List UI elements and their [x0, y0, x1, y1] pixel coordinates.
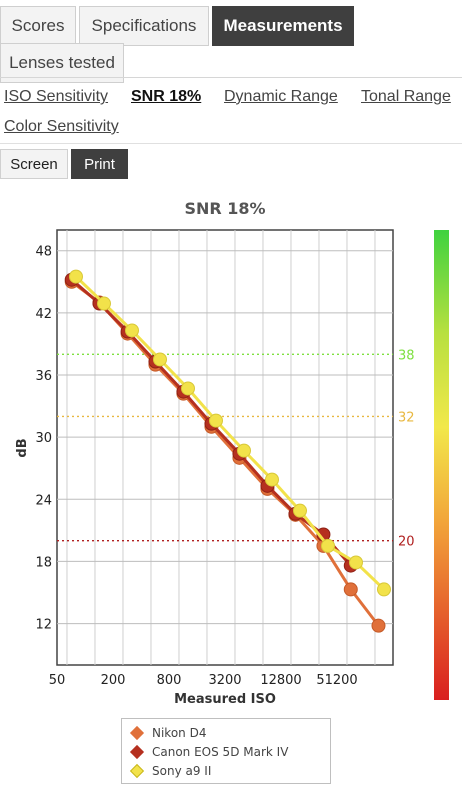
threshold-label: 32	[398, 410, 415, 425]
y-tick-label: 48	[35, 245, 52, 260]
y-tick-label: 42	[35, 307, 52, 322]
data-point-sony[interactable]	[180, 381, 195, 396]
x-axis-title: Measured ISO	[174, 692, 276, 707]
legend-label: Sony a9 II	[152, 763, 212, 778]
measurement-subnav: ISO Sensitivity SNR 18% Dynamic Range To…	[0, 86, 462, 142]
y-tick-label: 36	[35, 369, 52, 384]
legend-label: Nikon D4	[152, 725, 207, 740]
data-point-nikon[interactable]	[371, 618, 386, 633]
canon-marker-icon	[129, 744, 145, 759]
x-tick-label: 3200	[208, 673, 241, 688]
series-sony	[68, 269, 391, 597]
screen-button[interactable]: Screen	[0, 149, 68, 179]
data-point-sony[interactable]	[68, 269, 83, 284]
legend-label: Canon EOS 5D Mark IV	[152, 744, 289, 759]
subnav-color-sensitivity[interactable]: Color Sensitivity	[4, 118, 119, 135]
y-tick-label: 12	[35, 618, 52, 633]
quality-color-scale	[434, 230, 449, 700]
x-tick-label: 51200	[316, 673, 357, 688]
data-point-sony[interactable]	[320, 538, 335, 553]
nikon-marker-icon	[129, 725, 145, 740]
tab-scores[interactable]: Scores	[0, 6, 76, 46]
legend-item[interactable]: Canon EOS 5D Mark IV	[128, 742, 324, 761]
subnav-dynamic-range[interactable]: Dynamic Range	[224, 88, 338, 105]
data-point-sony[interactable]	[208, 413, 223, 428]
x-tick-label: 12800	[260, 673, 301, 688]
plot-area	[56, 229, 394, 666]
tabs-divider	[0, 77, 462, 78]
main-tabs: Scores Specifications Measurements Lense…	[0, 0, 462, 86]
x-tick-label: 50	[49, 673, 66, 688]
legend-item[interactable]: Sony a9 II	[128, 761, 324, 780]
legend-item[interactable]: Nikon D4	[128, 723, 324, 742]
y-ticks: 12 18 24 30 36 42 48	[35, 245, 52, 633]
data-point-sony[interactable]	[264, 472, 279, 487]
subnav-iso-sensitivity[interactable]: ISO Sensitivity	[4, 88, 109, 105]
x-tick-label: 800	[157, 673, 182, 688]
tab-measurements[interactable]: Measurements	[212, 6, 354, 46]
x-tick-label: 200	[101, 673, 126, 688]
threshold-label: 38	[398, 348, 415, 363]
chart-legend: Nikon D4 Canon EOS 5D Mark IV Sony a9 II	[121, 718, 331, 784]
data-point-sony[interactable]	[292, 503, 307, 518]
subnav-tonal-range[interactable]: Tonal Range	[361, 88, 451, 105]
sony-marker-icon	[129, 763, 145, 778]
subnav-snr-18[interactable]: SNR 18%	[131, 88, 202, 105]
x-ticks: 50 200 800 3200 12800 51200	[49, 673, 358, 688]
threshold-label: 20	[398, 535, 415, 550]
subnav-divider	[0, 143, 462, 144]
y-axis-title: dB	[15, 438, 30, 457]
data-point-sony[interactable]	[124, 323, 139, 338]
snr-chart: SNR 18% 38 32 20 12 18 24 30 36 42 48 50 200 800 32…	[15, 199, 449, 707]
chart-title: SNR 18%	[184, 199, 265, 218]
data-point-sony[interactable]	[152, 352, 167, 367]
series-layer	[64, 269, 391, 633]
data-point-sony[interactable]	[376, 582, 391, 597]
y-tick-label: 24	[35, 493, 52, 508]
data-point-sony[interactable]	[348, 555, 363, 570]
tab-lenses-tested[interactable]: Lenses tested	[0, 43, 124, 83]
data-point-sony[interactable]	[236, 443, 251, 458]
tab-specifications[interactable]: Specifications	[79, 6, 209, 46]
data-point-sony[interactable]	[96, 296, 111, 311]
y-tick-label: 30	[35, 431, 52, 446]
threshold-lines: 38 32 20	[57, 348, 415, 550]
y-tick-label: 18	[35, 555, 52, 570]
data-point-nikon[interactable]	[343, 582, 358, 597]
print-button[interactable]: Print	[71, 149, 128, 179]
